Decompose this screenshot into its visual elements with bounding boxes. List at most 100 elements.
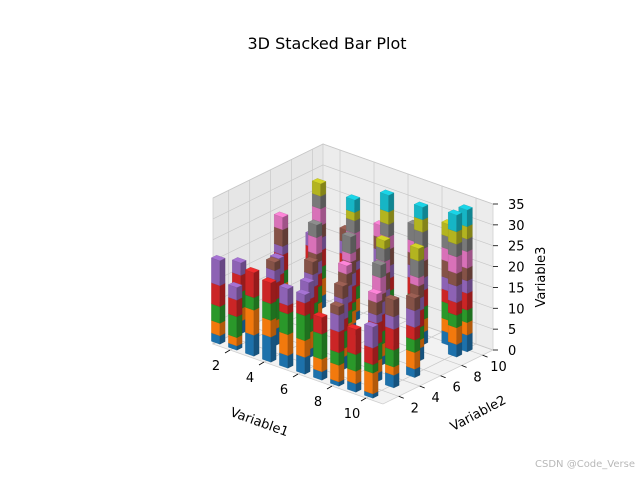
x-tick-label: 8: [314, 395, 322, 410]
bar-face-top: [296, 289, 311, 296]
bar-face-front: [228, 313, 238, 338]
bar-face-front: [410, 257, 419, 279]
chart-title: 3D Stacked Bar Plot: [248, 34, 407, 53]
bar-face-side: [282, 227, 289, 247]
bar-face-side: [270, 317, 277, 338]
x-tick-label: 6: [280, 383, 288, 398]
x-tick-mark: [360, 397, 367, 402]
bar-face-side: [393, 326, 400, 351]
x-tick-mark: [224, 349, 231, 354]
bar-face-front: [262, 317, 272, 338]
bar-face-side: [270, 300, 277, 321]
bar-face-front: [245, 307, 255, 336]
bar-segment: [345, 194, 361, 213]
bar-segment: [364, 321, 379, 349]
bar-face-side: [287, 332, 294, 356]
x-tick-mark: [258, 361, 265, 366]
bar-segment: [367, 288, 383, 303]
bar-segment: [347, 323, 362, 355]
bar-face-front: [245, 269, 255, 299]
bar-face-front: [279, 331, 289, 356]
bar-face-front: [380, 192, 389, 213]
bar-segment: [379, 189, 395, 213]
bar-face-side: [270, 334, 277, 363]
bar-segment: [458, 204, 473, 228]
bar-segment: [228, 311, 243, 338]
bar-face-top: [265, 256, 281, 263]
bar-face-top: [384, 294, 400, 301]
bar-face-side: [253, 307, 260, 336]
bar-face-top: [367, 288, 383, 295]
bar-face-front: [347, 326, 357, 355]
bar-face-front: [385, 326, 394, 351]
y-tick-mark: [482, 354, 488, 358]
bar-face-side: [338, 329, 345, 354]
bar-face-top: [262, 277, 277, 284]
watermark: CSDN @Code_Verse: [535, 459, 635, 470]
x-tick-mark: [326, 385, 333, 390]
bar-face-side: [321, 331, 328, 360]
bar-face-side: [316, 234, 323, 255]
bar-face-side: [467, 332, 473, 353]
bar-segment: [296, 310, 311, 342]
bar-face-side: [355, 351, 362, 372]
bar-face-front: [308, 234, 317, 255]
bar-face-top: [337, 260, 353, 267]
y-axis-label: Variable2: [448, 393, 509, 435]
x-tick-label: 4: [246, 371, 254, 386]
x-tick-label: 10: [344, 407, 361, 422]
bar-segment: [303, 256, 319, 276]
bar-segment: [262, 277, 277, 305]
bar-face-side: [456, 283, 463, 304]
bar-segment: [245, 267, 260, 299]
bar-face-front: [364, 369, 374, 395]
y-tick-label: 6: [452, 381, 460, 396]
bar-segment: [384, 344, 400, 368]
bar-segment: [341, 231, 357, 255]
bar-face-side: [304, 354, 311, 375]
bar-face-side: [304, 312, 311, 342]
bar-stack: [405, 292, 421, 378]
bar-segment: [228, 281, 243, 301]
bar-face-front: [448, 253, 457, 274]
bar-segment: [311, 178, 327, 197]
bar-face-top: [228, 281, 243, 288]
bar-face-side: [467, 207, 473, 228]
bar-face-front: [385, 297, 394, 318]
bar-face-top: [330, 301, 345, 308]
bar-face-front: [211, 282, 221, 307]
y-tick-mark: [440, 375, 446, 379]
bar-face-top: [458, 204, 473, 211]
bar-face-side: [388, 192, 395, 213]
bar-face-top: [341, 231, 357, 238]
bar-face-side: [338, 312, 345, 333]
bar-face-side: [219, 257, 226, 287]
bar-face-side: [287, 311, 294, 336]
bar-face-top: [313, 311, 328, 318]
bar-face-top: [379, 189, 395, 196]
bar-face-front: [262, 279, 272, 305]
bar-face-top: [447, 209, 463, 216]
bar-face-top: [405, 292, 421, 299]
bar-face-front: [406, 349, 415, 370]
bar-face-front: [262, 333, 272, 363]
y-tick-mark: [461, 365, 467, 368]
bar-face-top: [231, 257, 247, 264]
z-tick-label: 20: [508, 261, 525, 276]
bar-face-top: [299, 277, 315, 283]
bar-face-side: [456, 325, 463, 345]
bar-face-top: [371, 259, 387, 266]
bar-segment: [409, 243, 425, 262]
y-tick-label: 4: [432, 391, 440, 406]
bar-segment: [330, 301, 345, 316]
bar-stack: [279, 283, 294, 369]
x-tick-mark: [292, 373, 299, 378]
bar-face-front: [385, 347, 394, 368]
bar-stack: [262, 277, 277, 363]
bar-segment: [245, 304, 260, 336]
bar-face-front: [448, 211, 457, 233]
bar-face-front: [313, 314, 323, 335]
z-axis-label: Variable3: [534, 247, 549, 308]
x-axis-label: Variable1: [228, 405, 290, 440]
bar-face-side: [253, 269, 260, 299]
